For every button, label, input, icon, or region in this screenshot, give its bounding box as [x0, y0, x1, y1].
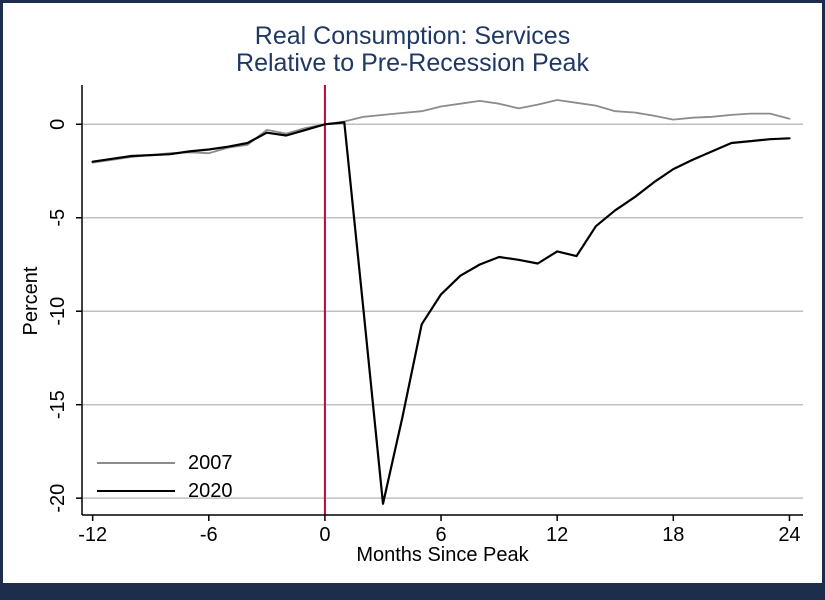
- legend-swatch-2020: [97, 490, 175, 492]
- chart-title: Real Consumption: Services Relative to P…: [0, 23, 825, 77]
- chart-title-line1: Real Consumption: Services: [254, 22, 571, 50]
- legend-swatch-2007: [97, 462, 175, 464]
- legend-row-2020: 2020: [97, 479, 233, 503]
- y-axis-title: Percent: [20, 266, 42, 336]
- legend-row-2007: 2007: [97, 451, 233, 475]
- legend: 2007 2020: [97, 451, 233, 503]
- chart-title-line2: Relative to Pre-Recession Peak: [236, 49, 589, 77]
- legend-label-2007: 2007: [188, 451, 233, 474]
- legend-label-2020: 2020: [188, 479, 233, 502]
- x-axis-title: Months Since Peak: [356, 544, 529, 566]
